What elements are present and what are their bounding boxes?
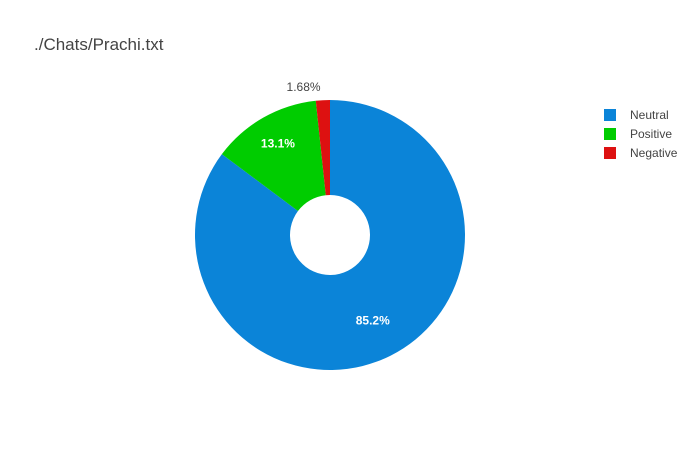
- legend-label-negative: Negative: [630, 146, 678, 160]
- legend[interactable]: Neutral Positive Negative: [604, 108, 678, 160]
- slice-label-negative: 1.68%: [287, 80, 321, 94]
- legend-item-neutral[interactable]: Neutral: [604, 108, 669, 122]
- legend-label-positive: Positive: [630, 127, 672, 141]
- legend-swatch-neutral: [604, 109, 616, 121]
- legend-item-negative[interactable]: Negative: [604, 146, 678, 160]
- chart-title: ./Chats/Prachi.txt: [34, 35, 164, 54]
- slice-positive[interactable]: [221, 100, 326, 212]
- legend-label-neutral: Neutral: [630, 108, 669, 122]
- slice-negative[interactable]: [315, 100, 330, 196]
- slice-neutral[interactable]: [195, 100, 465, 371]
- slice-label-neutral: 85.2%: [356, 313, 390, 327]
- legend-item-positive[interactable]: Positive: [604, 127, 672, 141]
- labels-group: 85.2% 13.1% 1.68%: [261, 80, 390, 327]
- slices-group: [195, 100, 465, 371]
- legend-swatch-negative: [604, 147, 616, 159]
- slice-label-positive: 13.1%: [261, 136, 295, 150]
- legend-swatch-positive: [604, 128, 616, 140]
